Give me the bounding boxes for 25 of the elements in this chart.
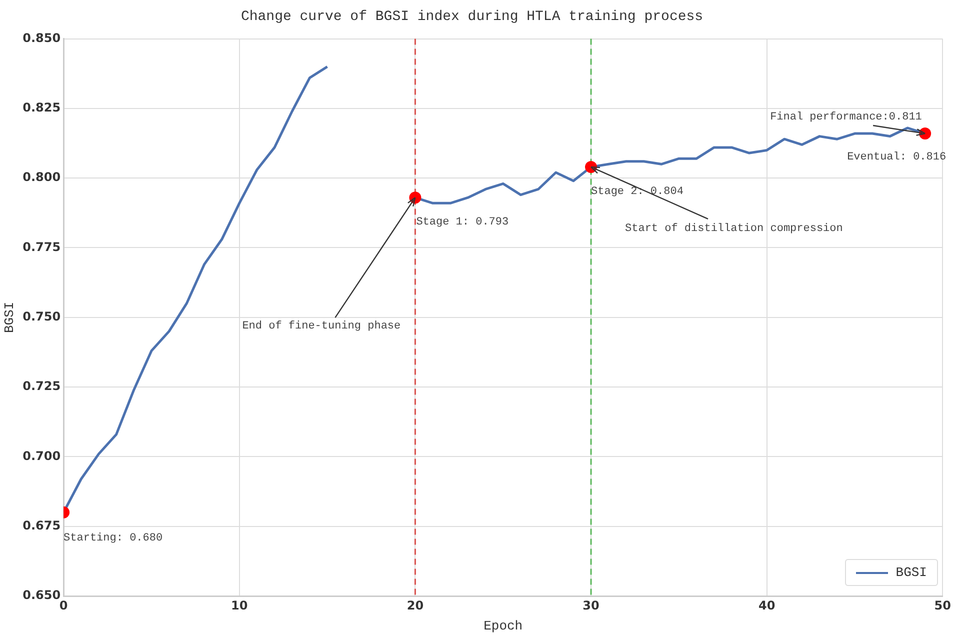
x-tick-label: 10: [231, 598, 248, 612]
y-tick-label: 0.700: [22, 448, 61, 463]
annotation: End of fine-tuning phase: [242, 320, 401, 333]
y-tick-label: 0.650: [22, 588, 61, 602]
y-tick-label: 0.850: [22, 30, 61, 45]
y-axis-title: BGSI: [2, 302, 18, 334]
chart-title: Change curve of BGSI index during HTLA training process: [240, 9, 704, 26]
annotation: Start of distillation compression: [625, 222, 843, 235]
y-tick-label: 0.800: [22, 170, 61, 184]
x-axis-title: Epoch: [484, 618, 523, 634]
y-tick-label: 0.675: [22, 518, 61, 532]
x-tick-label: 50: [934, 598, 951, 612]
y-tick-label: 0.825: [22, 100, 61, 115]
y-tick-label: 0.775: [22, 240, 61, 254]
annotation: Eventual: 0.816: [847, 152, 946, 164]
y-tick-label: 0.725: [22, 379, 61, 394]
x-tick-label: 40: [758, 598, 776, 612]
y-tick-label: 0.750: [22, 310, 61, 324]
legend-label: BGSI: [896, 565, 927, 580]
x-tick-label: 30: [582, 598, 600, 612]
annotation: Final performance:0.811: [770, 112, 922, 124]
annotation: Starting: 0.680: [64, 532, 163, 544]
annotation: Stage 1: 0.793: [416, 216, 509, 229]
x-tick-label: 0: [59, 598, 68, 612]
x-tick-label: 20: [406, 598, 424, 612]
